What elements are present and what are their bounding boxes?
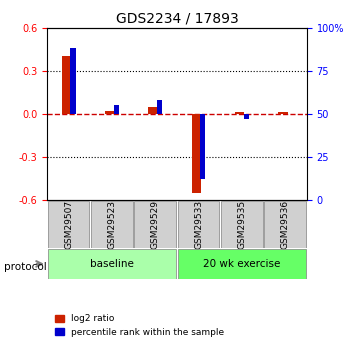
FancyBboxPatch shape (221, 201, 263, 248)
Bar (192, 114, 201, 193)
Text: 20 wk exercise: 20 wk exercise (203, 259, 280, 269)
FancyBboxPatch shape (178, 201, 219, 248)
Text: GSM29535: GSM29535 (238, 200, 246, 249)
Bar (62, 56, 71, 114)
Text: protocol: protocol (4, 263, 46, 272)
FancyBboxPatch shape (48, 249, 176, 279)
FancyBboxPatch shape (134, 201, 176, 248)
FancyBboxPatch shape (264, 201, 306, 248)
Text: GSM29507: GSM29507 (64, 200, 73, 249)
Text: GSM29523: GSM29523 (108, 200, 116, 249)
Bar (105, 111, 114, 114)
Bar (200, 114, 205, 179)
Title: GDS2234 / 17893: GDS2234 / 17893 (116, 11, 238, 25)
Bar (278, 112, 288, 114)
FancyBboxPatch shape (178, 249, 306, 279)
Bar (70, 48, 75, 114)
Bar (114, 105, 119, 114)
Text: baseline: baseline (90, 259, 134, 269)
Text: GSM29536: GSM29536 (281, 200, 290, 249)
FancyBboxPatch shape (91, 201, 133, 248)
Bar (235, 112, 244, 114)
Bar (148, 107, 158, 114)
Bar (244, 114, 249, 119)
Text: GSM29529: GSM29529 (151, 200, 160, 249)
FancyBboxPatch shape (48, 201, 90, 248)
Legend: log2 ratio, percentile rank within the sample: log2 ratio, percentile rank within the s… (52, 311, 228, 341)
Text: GSM29533: GSM29533 (194, 200, 203, 249)
Bar (157, 100, 162, 114)
